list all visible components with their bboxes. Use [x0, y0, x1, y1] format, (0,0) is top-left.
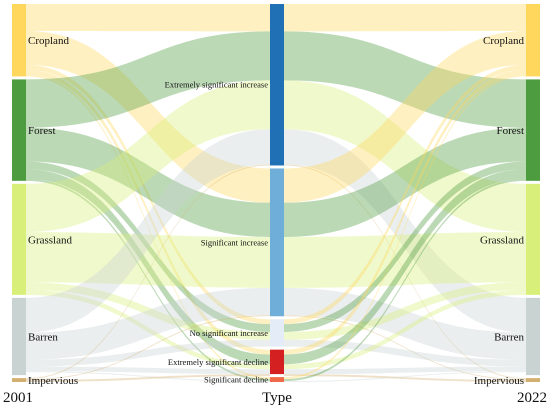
node-L_Cropland: [12, 4, 26, 77]
node-R_Forest: [526, 79, 540, 181]
column-label-2001: 2001: [3, 390, 33, 406]
link-M_SigInc-R_Forest: [284, 127, 526, 237]
link-M_ExtInc-R_Grassland: [284, 80, 526, 233]
node-R_Grassland: [526, 183, 540, 295]
node-label-L_Cropland: Cropland: [28, 35, 69, 47]
node-M_SigInc: [270, 168, 284, 317]
link-M_ExtDec-R_Grassland: [284, 290, 526, 370]
node-M_ExtInc: [270, 4, 284, 166]
node-L_Impervious: [12, 378, 26, 382]
link-M_ExtDec-R_Cropland: [284, 69, 526, 355]
link-M_SigDec-R_Cropland: [284, 74, 526, 380]
link-L_Grassland-M_NoSig: [26, 282, 270, 340]
node-label-L_Grassland: Grassland: [28, 234, 72, 246]
link-L_Impervious-M_ExtInc: [26, 164, 270, 380]
node-M_NoSig: [270, 319, 284, 347]
link-M_ExtDec-R_Forest: [284, 169, 526, 365]
link-M_SigDec-R_Barren: [284, 371, 526, 382]
node-label-R_Impervious: Impervious: [474, 375, 524, 387]
node-M_ExtDec: [270, 349, 284, 375]
node-label-L_Impervious: Impervious: [28, 375, 78, 387]
link-M_ExtInc-R_Barren: [284, 129, 526, 333]
node-label-R_Barren: Barren: [494, 332, 524, 344]
node-L_Forest: [12, 79, 26, 181]
node-R_Cropland: [526, 4, 540, 77]
link-L_Barren-M_NoSig: [26, 339, 270, 367]
link-M_ExtDec-R_Barren: [284, 366, 526, 375]
node-label-M_SigDec: Significant decline: [204, 375, 268, 385]
link-L_Grassland-M_ExtInc: [26, 80, 270, 233]
link-M_SigInc-R_Grassland: [284, 232, 526, 288]
node-L_Grassland: [12, 183, 26, 295]
link-M_ExtInc-R_Forest: [284, 31, 526, 128]
link-L_Cropland-M_ExtInc: [26, 4, 270, 32]
link-L_Impervious-M_ExtDec: [26, 374, 270, 382]
node-R_Barren: [526, 297, 540, 376]
link-L_Grassland-M_ExtDec: [26, 290, 270, 370]
link-L_Forest-M_ExtDec: [26, 169, 270, 365]
link-L_Impervious-M_SigInc: [26, 315, 270, 381]
nodes-layer: [12, 4, 540, 382]
link-L_Forest-M_SigDec: [26, 178, 270, 382]
link-M_SigInc-R_Barren: [284, 287, 526, 360]
link-L_Forest-M_SigInc: [26, 127, 270, 237]
link-L_Grassland-M_SigInc: [26, 232, 270, 288]
links-layer: [26, 4, 526, 382]
node-label-R_Cropland: Cropland: [483, 35, 524, 47]
column-label-2022: 2022: [517, 390, 547, 406]
node-label-M_ExtInc: Extremely significant increase: [165, 80, 269, 90]
link-M_NoSig-R_Barren: [284, 339, 526, 367]
node-label-R_Forest: Forest: [497, 125, 525, 137]
link-L_Cropland-M_SigInc: [26, 31, 270, 203]
link-L_Barren-M_ExtDec: [26, 366, 270, 375]
labels-layer: Cropland Forest Grassland Barren Impervious E…: [28, 35, 524, 387]
node-label-M_ExtDec: Extremely significant decline: [168, 357, 268, 367]
link-L_Cropland-M_SigDec: [26, 74, 270, 380]
link-M_NoSig-R_Forest: [284, 161, 526, 332]
node-label-R_Grassland: Grassland: [480, 234, 524, 246]
column-label-type: Type: [262, 390, 292, 406]
node-M_SigDec: [270, 377, 284, 382]
link-M_ExtInc-R_Cropland: [284, 4, 526, 32]
link-L_Barren-M_SigDec: [26, 371, 270, 382]
link-L_Barren-M_ExtInc: [26, 129, 270, 333]
link-M_ExtInc-R_Impervious: [284, 164, 526, 380]
link-M_SigDec-R_Forest: [284, 178, 526, 382]
link-L_Cropland-M_ExtDec: [26, 69, 270, 355]
node-label-M_NoSig: No significant increase: [190, 328, 269, 338]
node-label-M_SigInc: Significant increase: [201, 237, 268, 247]
link-M_ExtDec-R_Impervious: [284, 374, 526, 382]
node-label-L_Forest: Forest: [28, 125, 56, 137]
node-R_Impervious: [526, 378, 540, 382]
node-L_Barren: [12, 297, 26, 376]
link-L_Forest-M_NoSig: [26, 161, 270, 332]
link-M_NoSig-R_Cropland: [284, 64, 526, 325]
link-M_SigInc-R_Impervious: [284, 315, 526, 381]
link-M_SigInc-R_Cropland: [284, 31, 526, 203]
link-L_Cropland-M_NoSig: [26, 64, 270, 325]
node-label-L_Barren: Barren: [28, 332, 58, 344]
link-L_Forest-M_ExtInc: [26, 31, 270, 128]
link-L_Barren-M_SigInc: [26, 287, 270, 360]
link-M_NoSig-R_Grassland: [284, 282, 526, 340]
